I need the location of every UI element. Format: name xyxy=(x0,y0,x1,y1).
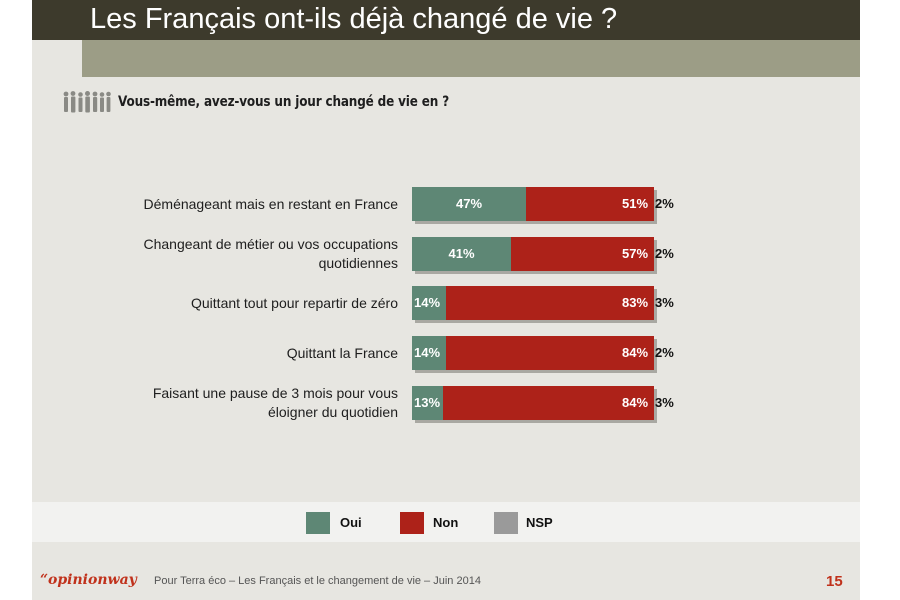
value-label-nsp: 2% xyxy=(655,196,674,211)
value-label-non: 51% xyxy=(622,196,649,211)
bar-non xyxy=(446,286,654,320)
footer-source: Pour Terra éco – Les Français et le chan… xyxy=(154,575,481,587)
value-label-nsp: 3% xyxy=(655,295,674,310)
page-number: 15 xyxy=(826,573,843,590)
bar-non xyxy=(446,336,654,370)
page-title: Les Français ont-ils déjà changé de vie … xyxy=(90,3,618,35)
value-label-oui: 41% xyxy=(448,246,475,261)
title-decor-band xyxy=(82,40,860,77)
category-label: Faisant une pause de 3 mois pour vous él… xyxy=(152,385,398,420)
bar-oui xyxy=(412,336,446,370)
value-label-oui: 47% xyxy=(456,196,483,211)
legend-label-non: Non xyxy=(433,515,459,530)
bar-oui xyxy=(412,286,446,320)
value-label-oui: 14% xyxy=(414,295,441,310)
legend-swatch-nsp xyxy=(494,512,518,534)
category-label: Changeant de métier ou vos occupations q… xyxy=(143,236,399,271)
bar-non xyxy=(443,386,654,420)
legend-label-nsp: NSP xyxy=(526,515,553,530)
bar-oui xyxy=(412,187,526,221)
category-label: Quittant la France xyxy=(286,344,398,361)
value-label-non: 84% xyxy=(622,345,649,360)
question-text: Vous-même, avez-vous un jour changé de v… xyxy=(118,94,450,110)
value-label-non: 84% xyxy=(622,395,649,410)
bar-oui xyxy=(412,386,443,420)
value-label-oui: 14% xyxy=(414,345,441,360)
category-label: Quittant tout pour repartir de zéro xyxy=(191,294,398,311)
legend-label-oui: Oui xyxy=(340,515,362,530)
legend-swatch-non xyxy=(400,512,424,534)
bar-non xyxy=(526,187,654,221)
legend xyxy=(32,502,860,542)
value-label-nsp: 2% xyxy=(655,345,674,360)
bar-oui xyxy=(412,237,511,271)
value-label-oui: 13% xyxy=(414,395,441,410)
value-label-non: 57% xyxy=(622,246,649,261)
value-label-non: 83% xyxy=(622,295,649,310)
value-label-nsp: 3% xyxy=(655,395,674,410)
category-label: Déménageant mais en restant en France xyxy=(143,195,398,212)
people-silhouettes-icon xyxy=(63,91,111,113)
bar-non xyxy=(511,237,654,271)
legend-swatch-oui xyxy=(306,512,330,534)
opinionway-logo: “opinionway xyxy=(40,572,137,588)
value-label-nsp: 2% xyxy=(655,246,674,261)
question: Vous-même, avez-vous un jour changé de v… xyxy=(62,88,503,116)
title-bar xyxy=(32,0,860,40)
